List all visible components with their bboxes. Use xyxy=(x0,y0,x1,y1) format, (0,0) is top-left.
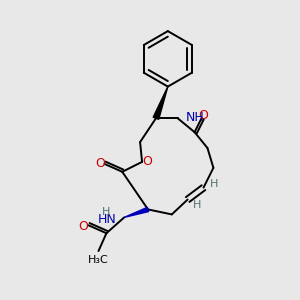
Text: H₃C: H₃C xyxy=(88,255,109,265)
Text: H: H xyxy=(209,179,218,189)
Text: HN: HN xyxy=(98,213,116,226)
Text: NH: NH xyxy=(186,111,204,124)
Text: H: H xyxy=(193,200,201,211)
Text: O: O xyxy=(199,109,208,122)
Polygon shape xyxy=(124,207,149,218)
Text: O: O xyxy=(95,158,105,170)
Text: O: O xyxy=(142,155,152,168)
Polygon shape xyxy=(153,87,168,119)
Text: H: H xyxy=(102,207,111,218)
Text: O: O xyxy=(79,220,88,233)
